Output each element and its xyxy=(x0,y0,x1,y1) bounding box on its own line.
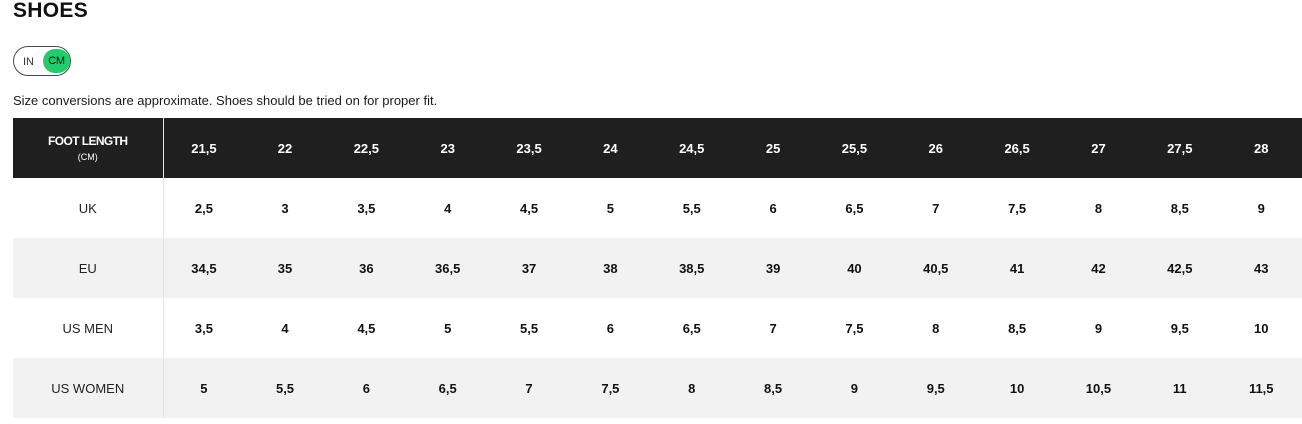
size-cell: 4,5 xyxy=(357,320,376,336)
size-cell: 7 xyxy=(769,320,777,336)
size-cell: 2,5 xyxy=(194,200,213,216)
size-cell: 11,5 xyxy=(1248,380,1274,396)
size-cell: 8,5 xyxy=(1170,200,1189,216)
size-cell: 39 xyxy=(765,260,781,276)
table-row-uk: UK 2,5 3 3,5 4 4,5 5 5,5 6 6,5 7 7,5 8 8… xyxy=(13,178,1302,238)
page-title: SHOES xyxy=(13,0,89,22)
foot-length-value: 26,5 xyxy=(1004,140,1030,156)
size-cell: 35 xyxy=(277,260,293,276)
size-cell: 6 xyxy=(769,200,777,216)
size-cell: 10 xyxy=(1009,380,1025,396)
size-cell: 42 xyxy=(1091,260,1106,276)
size-cell: 9,5 xyxy=(926,380,945,396)
row-label-uk: UK xyxy=(13,178,164,238)
size-cell: 9 xyxy=(1257,200,1265,216)
foot-length-value: 25,5 xyxy=(841,140,868,156)
foot-length-value: 27,5 xyxy=(1167,140,1193,156)
row-label-eu: EU xyxy=(13,238,164,298)
foot-length-value: 21,5 xyxy=(191,140,217,156)
size-cell: 40,5 xyxy=(923,260,949,276)
size-cell: 7,5 xyxy=(1008,200,1027,216)
table-row-eu: EU 34,5 35 36 36,5 37 38 38,5 39 40 40,5… xyxy=(13,238,1302,298)
size-cell: 6 xyxy=(362,380,370,396)
size-cell: 6 xyxy=(606,320,614,336)
size-cell: 8 xyxy=(1094,200,1103,216)
size-cell: 6,5 xyxy=(438,380,457,396)
size-cell: 5 xyxy=(606,200,614,216)
foot-length-value: 27 xyxy=(1091,140,1106,156)
size-cell: 11 xyxy=(1172,380,1187,396)
foot-length-value: 25 xyxy=(765,140,781,156)
size-cell: 5,5 xyxy=(682,200,701,216)
size-cell: 8,5 xyxy=(764,380,783,396)
size-cell: 7,5 xyxy=(845,320,864,336)
foot-length-value: 22,5 xyxy=(353,140,380,156)
table-row-us-women: US WOMEN 5 5,5 6 6,5 7 7,5 8 8,5 9 9,5 1… xyxy=(13,358,1302,418)
size-conversion-table: FOOT LENGTH (CM) 21,5 22 22,5 23 23,5 24… xyxy=(13,118,1302,418)
size-cell: 3 xyxy=(281,200,289,216)
foot-length-value: 23 xyxy=(440,140,455,156)
size-cell: 7 xyxy=(525,380,533,396)
size-cell: 43 xyxy=(1254,260,1269,276)
size-cell: 8 xyxy=(688,380,696,396)
foot-length-header: FOOT LENGTH (CM) xyxy=(13,118,164,178)
foot-length-value: 26 xyxy=(928,140,943,156)
size-cell: 4 xyxy=(444,200,452,216)
table-row-us-men: US MEN 3,5 4 4,5 5 5,5 6 6,5 7 7,5 8 8,5… xyxy=(13,298,1302,358)
size-cell: 3,5 xyxy=(357,200,376,216)
row-label-us-men: US MEN xyxy=(13,298,164,358)
unit-toggle[interactable]: IN CM xyxy=(13,46,71,76)
size-cell: 34,5 xyxy=(191,260,217,276)
size-cell: 36 xyxy=(359,260,374,276)
size-cell: 6,5 xyxy=(682,320,701,336)
size-cell: 10,5 xyxy=(1085,380,1112,396)
foot-length-value: 28 xyxy=(1254,140,1269,156)
size-cell: 10 xyxy=(1254,320,1269,336)
size-cell: 4,5 xyxy=(520,200,539,216)
size-cell: 5 xyxy=(444,320,452,336)
row-label-us-women: US WOMEN xyxy=(13,358,164,418)
unit-option-in[interactable]: IN xyxy=(23,56,34,68)
size-cell: 7,5 xyxy=(601,380,620,396)
size-cell: 36,5 xyxy=(435,260,461,276)
size-cell: 5,5 xyxy=(520,320,539,336)
size-cell: 9,5 xyxy=(1170,320,1189,336)
size-cell: 6,5 xyxy=(845,200,864,216)
foot-length-value: 23,5 xyxy=(516,140,542,156)
size-cell: 4 xyxy=(281,320,289,336)
size-cell: 8 xyxy=(932,320,940,336)
size-cell: 38 xyxy=(603,260,618,276)
size-cell: 5 xyxy=(200,380,208,396)
foot-length-label: FOOT LENGTH xyxy=(48,133,128,148)
size-cell: 8,5 xyxy=(1008,320,1027,336)
size-cell: 37 xyxy=(521,260,537,276)
size-cell: 40 xyxy=(847,260,862,276)
size-disclaimer: Size conversions are approximate. Shoes … xyxy=(13,93,438,108)
foot-length-value: 24,5 xyxy=(679,140,705,156)
size-cell: 9 xyxy=(1094,320,1103,336)
foot-length-value: 24 xyxy=(603,140,618,156)
unit-option-cm[interactable]: CM xyxy=(43,49,70,73)
size-cell: 38,5 xyxy=(679,260,705,276)
size-cell: 7 xyxy=(932,200,940,216)
size-cell: 42,5 xyxy=(1167,260,1193,276)
foot-length-unit: (CM) xyxy=(77,151,98,162)
size-cell: 5,5 xyxy=(275,380,295,396)
foot-length-value: 22 xyxy=(277,140,293,156)
size-cell: 9 xyxy=(850,380,859,396)
size-cell: 3,5 xyxy=(194,320,213,336)
size-cell: 41 xyxy=(1009,260,1025,276)
table-header-row: FOOT LENGTH (CM) 21,5 22 22,5 23 23,5 24… xyxy=(13,118,1302,178)
